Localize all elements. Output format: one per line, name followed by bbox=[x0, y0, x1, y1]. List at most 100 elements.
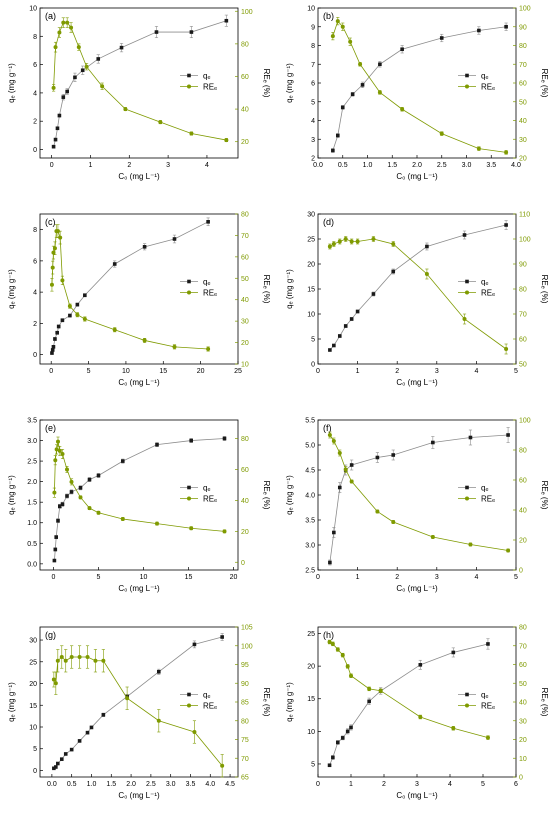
legend: qₑ REₑ bbox=[180, 691, 217, 711]
x-tick-label: 0 bbox=[52, 574, 56, 581]
legend-label: REₑ bbox=[203, 495, 217, 504]
y-right-tick-label: 20 bbox=[241, 139, 249, 146]
data-point bbox=[336, 133, 340, 138]
data-point bbox=[506, 548, 511, 553]
x-axis-label: C₀ (mg L⁻¹) bbox=[396, 378, 438, 387]
y-right-tick-label: 70 bbox=[241, 756, 249, 763]
data-point bbox=[337, 485, 342, 490]
data-point bbox=[75, 312, 80, 317]
data-point bbox=[343, 237, 348, 241]
y-left-axis-label: qₑ (mg g⁻¹) bbox=[285, 63, 294, 103]
y-right-tick-label: 40 bbox=[519, 118, 527, 125]
legend-label: REₑ bbox=[481, 495, 495, 504]
series-qe bbox=[327, 638, 490, 768]
data-point bbox=[51, 345, 56, 349]
x-tick-label: 10 bbox=[140, 574, 148, 581]
y-right-tick-label: 70 bbox=[519, 312, 527, 319]
data-point bbox=[155, 521, 159, 526]
series-qe bbox=[328, 220, 508, 352]
data-point bbox=[51, 85, 56, 90]
data-point bbox=[328, 560, 332, 565]
data-point bbox=[123, 107, 128, 112]
legend: qₑ REₑ bbox=[458, 484, 495, 504]
y-right-tick-label: 80 bbox=[241, 436, 249, 443]
y-right-tick-label: 90 bbox=[519, 262, 527, 269]
data-point bbox=[53, 681, 58, 686]
data-point bbox=[142, 338, 147, 343]
chart-panel-5: 0 5 10 15 200.00.51.01.52.02.53.03.502040608… bbox=[7, 418, 271, 594]
data-point bbox=[154, 30, 159, 34]
y-left-tick-label: 6 bbox=[311, 81, 315, 88]
legend-marker bbox=[465, 703, 469, 708]
data-point bbox=[343, 324, 348, 328]
y-right-tick-label: 50 bbox=[519, 99, 527, 106]
x-tick-label: 0 bbox=[316, 781, 320, 788]
y-right-tick-label: 10 bbox=[519, 756, 527, 763]
y-left-tick-label: 7 bbox=[311, 62, 315, 69]
x-axis-label: C₀ (mg L⁻¹) bbox=[118, 378, 160, 387]
x-tick-label: 0 bbox=[316, 368, 320, 375]
legend-marker bbox=[465, 692, 469, 697]
y-right-tick-label: 0 bbox=[519, 775, 523, 782]
data-point bbox=[96, 473, 101, 478]
series-line bbox=[332, 20, 507, 153]
data-point bbox=[53, 45, 58, 50]
x-tick-label: 3.5 bbox=[486, 162, 496, 169]
y-left-tick-label: 3.0 bbox=[27, 438, 37, 445]
data-point bbox=[367, 686, 372, 691]
x-tick-label: 2.5 bbox=[146, 781, 156, 788]
y-left-tick-label: 8 bbox=[33, 227, 37, 234]
panel-label: (g) bbox=[45, 630, 56, 640]
y-right-tick-label: 80 bbox=[241, 212, 249, 219]
series-line bbox=[332, 26, 507, 151]
data-point bbox=[332, 530, 336, 535]
legend: qₑ REₑ bbox=[458, 72, 495, 92]
series-re bbox=[52, 436, 227, 534]
data-point bbox=[468, 542, 473, 547]
y-right-axis-label: REₑ (%) bbox=[540, 69, 549, 98]
x-tick-label: 3 bbox=[435, 368, 439, 375]
y-right-tick-label: 80 bbox=[519, 43, 527, 50]
data-point bbox=[189, 131, 194, 136]
y-right-tick-label: 80 bbox=[519, 625, 527, 632]
y-right-tick-label: 30 bbox=[241, 319, 249, 326]
y-left-axis-label: qₑ (mg g⁻¹) bbox=[285, 682, 294, 722]
data-point bbox=[439, 36, 444, 40]
chart-panel-8: 0 1 2 3 4 5 6 5 10 15 20 25 0 10 20 30 40 50 60 70 80 C₀ (mg … bbox=[285, 625, 549, 801]
legend: qₑ REₑ bbox=[180, 484, 217, 504]
y-left-axis-label: qₑ (mg g⁻¹) bbox=[7, 63, 16, 103]
y-right-tick-label: 0 bbox=[241, 560, 245, 567]
x-tick-label: 1.5 bbox=[106, 781, 116, 788]
y-left-tick-label: 30 bbox=[307, 212, 315, 219]
x-tick-label: 2 bbox=[382, 781, 386, 788]
x-tick-label: 1.0 bbox=[363, 162, 373, 169]
data-point bbox=[189, 30, 194, 34]
data-point bbox=[330, 641, 335, 646]
data-point bbox=[51, 250, 56, 255]
data-point bbox=[335, 647, 340, 652]
series-line bbox=[54, 438, 225, 561]
legend-marker bbox=[465, 290, 469, 295]
data-point bbox=[51, 677, 56, 682]
y-right-tick-label: 60 bbox=[241, 254, 249, 261]
data-point bbox=[53, 337, 57, 341]
data-point bbox=[224, 18, 229, 23]
x-tick-label: 0 bbox=[49, 368, 53, 375]
data-point bbox=[63, 658, 68, 663]
data-point bbox=[93, 658, 98, 663]
legend-marker bbox=[187, 703, 191, 708]
data-point bbox=[55, 126, 60, 131]
data-point bbox=[504, 347, 509, 351]
data-point bbox=[61, 20, 66, 25]
data-point bbox=[462, 233, 467, 237]
y-right-tick-label: 30 bbox=[519, 137, 527, 144]
y-right-tick-label: 30 bbox=[519, 718, 527, 725]
data-point bbox=[485, 735, 490, 740]
panel-label: (a) bbox=[45, 11, 56, 21]
y-left-tick-label: 5.5 bbox=[305, 418, 315, 425]
y-right-tick-label: 0 bbox=[519, 568, 523, 575]
x-tick-label: 5 bbox=[97, 574, 101, 581]
y-left-tick-label: 4 bbox=[311, 118, 315, 125]
legend-marker bbox=[465, 84, 469, 89]
